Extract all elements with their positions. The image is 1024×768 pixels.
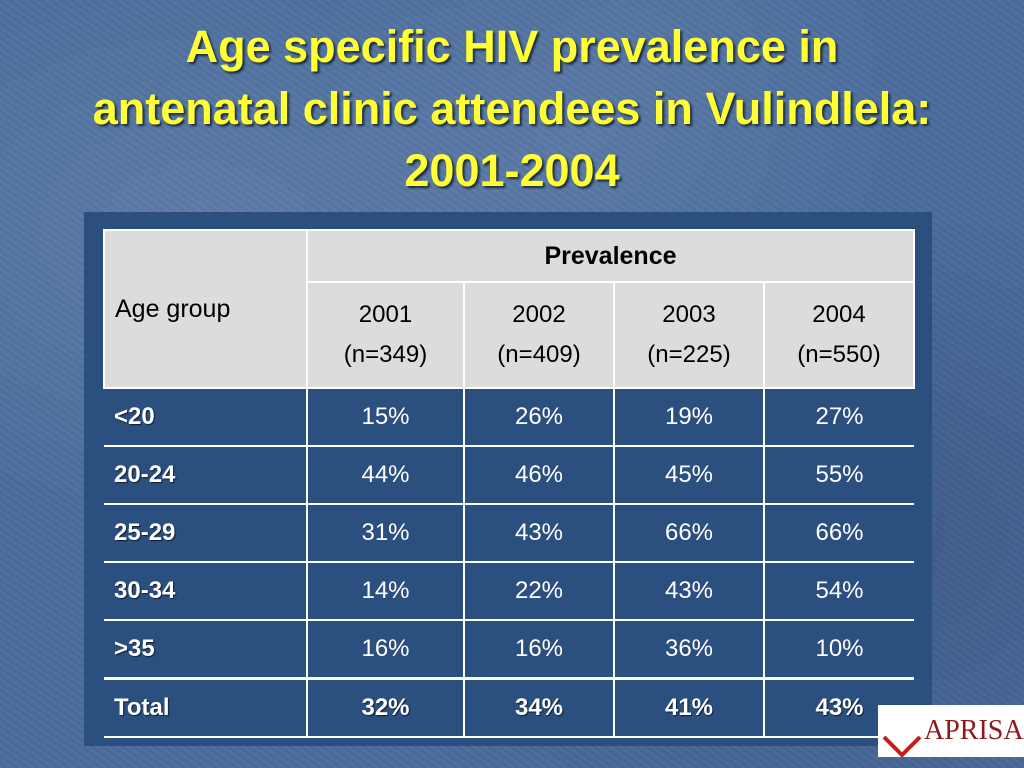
total-cell: 41% [613, 677, 764, 738]
value-cell: 46% [463, 446, 614, 505]
year-n: (n=550) [797, 341, 881, 368]
value-cell: 54% [763, 562, 914, 621]
year-n: (n=409) [497, 341, 581, 368]
logo-mark-icon [882, 735, 922, 757]
total-cell: 32% [306, 677, 464, 738]
age-cell: 30-34 [104, 562, 307, 621]
title-line-1: Age specific HIV prevalence in [185, 21, 839, 72]
age-cell: 25-29 [104, 504, 307, 563]
table-row: <20 15% 26% 19% 27% [104, 388, 914, 447]
year-header-2001: 2001 (n=349) [306, 281, 465, 389]
value-cell: 36% [613, 620, 764, 680]
age-cell: 20-24 [104, 446, 307, 505]
total-row: Total 32% 34% 41% 43% [104, 677, 914, 738]
year-label: 2001 [358, 301, 413, 328]
value-cell: 26% [463, 388, 614, 447]
age-group-header: Age group [103, 229, 308, 389]
title-line-3: 2001-2004 [404, 145, 620, 196]
age-cell: >35 [104, 620, 307, 680]
prevalence-header: Prevalence [306, 229, 915, 283]
value-cell: 14% [306, 562, 464, 621]
year-label: 2004 [812, 301, 866, 328]
value-cell: 43% [463, 504, 614, 563]
year-header-2002: 2002 (n=409) [463, 281, 615, 389]
total-label: Total [104, 677, 307, 738]
value-cell: 66% [613, 504, 764, 563]
value-cell: 55% [763, 446, 914, 505]
value-cell: 45% [613, 446, 764, 505]
value-cell: 44% [306, 446, 464, 505]
slide-title: Age specific HIV prevalence in antenatal… [0, 16, 1024, 202]
prevalence-table: Age group Prevalence 2001 (n=349) 2002 (n=… [103, 229, 915, 738]
title-line-2: antenatal clinic attendees in Vulindlela… [92, 83, 932, 134]
value-cell: 19% [613, 388, 764, 447]
total-cell: 34% [463, 677, 614, 738]
aprisa-logo: APRISA [878, 705, 1024, 757]
value-cell: 66% [763, 504, 914, 563]
table-row: 25-29 31% 43% 66% 66% [104, 504, 914, 563]
logo-text: APRISA [924, 715, 1024, 746]
age-cell: <20 [104, 388, 307, 447]
year-n: (n=349) [343, 341, 428, 368]
table-row: 30-34 14% 22% 43% 54% [104, 562, 914, 621]
value-cell: 16% [306, 620, 464, 680]
value-cell: 10% [763, 620, 914, 680]
value-cell: 22% [463, 562, 614, 621]
year-label: 2002 [512, 301, 566, 328]
value-cell: 15% [306, 388, 464, 447]
table-row: 20-24 44% 46% 45% 55% [104, 446, 914, 505]
value-cell: 43% [613, 562, 764, 621]
value-cell: 31% [306, 504, 464, 563]
year-header-2004: 2004 (n=550) [763, 281, 915, 389]
value-cell: 16% [463, 620, 614, 680]
table-row: >35 16% 16% 36% 10% [104, 620, 914, 680]
year-label: 2003 [662, 301, 716, 328]
year-n: (n=225) [647, 341, 731, 368]
value-cell: 27% [763, 388, 914, 447]
year-header-2003: 2003 (n=225) [613, 281, 765, 389]
